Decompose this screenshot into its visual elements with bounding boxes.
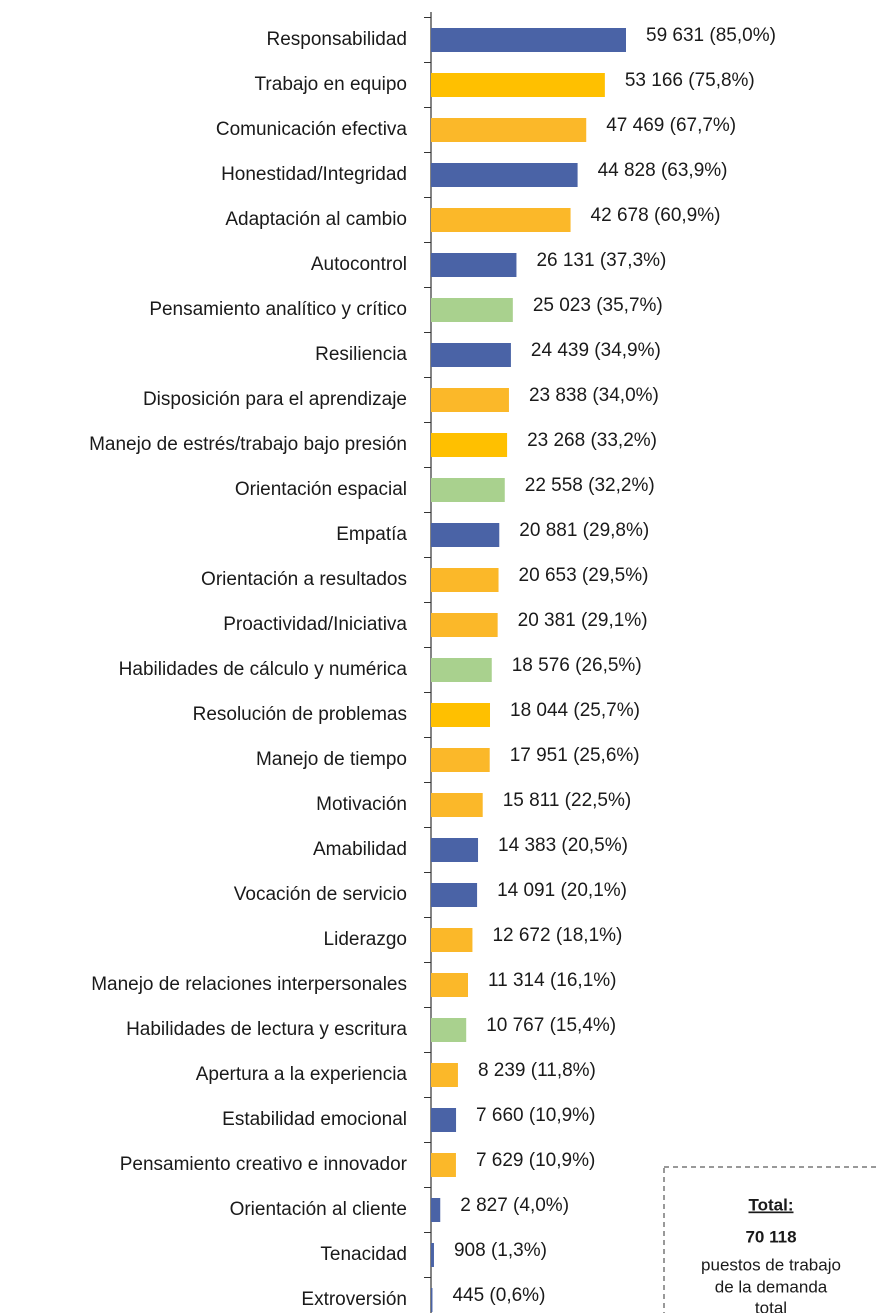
bar: [431, 883, 478, 907]
y-tick-label: Adaptación al cambio: [225, 209, 407, 230]
box-line: de la demanda: [715, 1277, 828, 1296]
total-box: Total: 70 118 puestos de trabajo de la d…: [663, 1166, 880, 1313]
bar: [431, 433, 508, 457]
value-label: 10 767 (15,4%): [486, 1015, 616, 1036]
value-label: 59 631 (85,0%): [646, 25, 776, 46]
value-label: 11 314 (16,1%): [488, 970, 617, 991]
box-line: puestos de trabajo: [701, 1255, 841, 1274]
value-label: 14 091 (20,1%): [497, 880, 627, 901]
bar: [431, 568, 499, 592]
bar: [431, 343, 511, 367]
bar: [431, 1108, 457, 1132]
y-tick-label: Honestidad/Integridad: [221, 164, 407, 185]
y-tick-label: Habilidades de cálculo y numérica: [119, 659, 408, 680]
value-label: 18 044 (25,7%): [510, 700, 640, 721]
y-tick-label: Orientación espacial: [235, 479, 407, 500]
y-tick-label: Extroversión: [301, 1289, 407, 1310]
bar: [431, 748, 490, 772]
y-tick-label: Manejo de relaciones interpersonales: [91, 974, 407, 995]
y-tick-label: Resolución de problemas: [193, 704, 407, 725]
y-tick-label: Manejo de tiempo: [256, 749, 407, 770]
y-tick-label: Tenacidad: [320, 1244, 407, 1265]
bar: [431, 973, 468, 997]
value-label: 47 469 (67,7%): [606, 115, 736, 136]
y-tick-label: Apertura a la experiencia: [196, 1064, 408, 1085]
value-label: 20 381 (29,1%): [518, 610, 648, 631]
y-tick-label: Motivación: [316, 794, 407, 815]
value-label: 14 383 (20,5%): [498, 835, 628, 856]
bar: [431, 658, 492, 682]
bar: [431, 1288, 433, 1312]
value-label: 445 (0,6%): [452, 1285, 545, 1306]
bar: [431, 928, 473, 952]
bar: [431, 478, 505, 502]
value-label: 2 827 (4,0%): [460, 1195, 569, 1216]
value-label: 23 268 (33,2%): [527, 430, 657, 451]
y-tick-label: Empatía: [336, 524, 407, 545]
y-tick-label: Comunicación efectiva: [216, 119, 408, 140]
bar: [431, 118, 587, 142]
y-tick-label: Disposición para el aprendizaje: [143, 389, 407, 410]
value-label: 25 023 (35,7%): [533, 295, 663, 316]
value-label: 7 629 (10,9%): [476, 1150, 595, 1171]
bar: [431, 523, 500, 547]
bar: [431, 73, 605, 97]
y-tick-label: Pensamiento analítico y crítico: [149, 299, 407, 320]
value-label: 23 838 (34,0%): [529, 385, 659, 406]
y-tick-label: Estabilidad emocional: [222, 1109, 407, 1130]
bar: [431, 388, 509, 412]
box-title: Total:: [748, 1195, 793, 1214]
bar: [431, 1198, 441, 1222]
y-tick-label: Amabilidad: [313, 839, 407, 860]
value-label: 26 131 (37,3%): [536, 250, 666, 271]
bar: [431, 1018, 467, 1042]
value-label: 7 660 (10,9%): [476, 1105, 595, 1126]
y-tick-label: Proactividad/Iniciativa: [223, 614, 407, 635]
bar: [431, 838, 479, 862]
y-tick-label: Vocación de servicio: [234, 884, 407, 905]
bar: [431, 613, 498, 637]
value-label: 22 558 (32,2%): [525, 475, 655, 496]
value-label: 15 811 (22,5%): [503, 790, 632, 811]
box-line: total: [755, 1298, 787, 1313]
value-label: 8 239 (11,8%): [478, 1060, 596, 1081]
value-label: 908 (1,3%): [454, 1240, 547, 1261]
value-label: 44 828 (63,9%): [598, 160, 728, 181]
value-label: 53 166 (75,8%): [625, 70, 755, 91]
y-tick-label: Orientación a resultados: [201, 569, 407, 590]
value-label: 20 653 (29,5%): [519, 565, 649, 586]
y-tick-label: Pensamiento creativo e innovador: [120, 1154, 408, 1175]
y-tick-label: Liderazgo: [324, 929, 407, 950]
y-tick-label: Trabajo en equipo: [255, 74, 407, 95]
bar: [431, 28, 626, 52]
bar: [431, 163, 578, 187]
bar: [431, 703, 491, 727]
box-value: 70 118: [745, 1227, 796, 1246]
y-tick-label: Resiliencia: [315, 344, 407, 365]
value-label: 42 678 (60,9%): [591, 205, 721, 226]
bar: [431, 793, 483, 817]
bar: [431, 208, 571, 232]
value-label: 20 881 (29,8%): [519, 520, 649, 541]
bar: [431, 298, 513, 322]
bar: [431, 253, 517, 277]
bar: [431, 1063, 458, 1087]
bar: [431, 1243, 434, 1267]
y-tick-label: Autocontrol: [311, 254, 407, 275]
y-tick-label: Habilidades de lectura y escritura: [126, 1019, 407, 1040]
value-label: 24 439 (34,9%): [531, 340, 661, 361]
y-tick-label: Responsabilidad: [267, 29, 408, 50]
value-label: 18 576 (26,5%): [512, 655, 642, 676]
bar: [431, 1153, 456, 1177]
y-tick-label: Orientación al cliente: [230, 1199, 407, 1220]
y-tick-label: Manejo de estrés/trabajo bajo presión: [89, 434, 407, 455]
value-label: 17 951 (25,6%): [510, 745, 640, 766]
value-label: 12 672 (18,1%): [492, 925, 622, 946]
